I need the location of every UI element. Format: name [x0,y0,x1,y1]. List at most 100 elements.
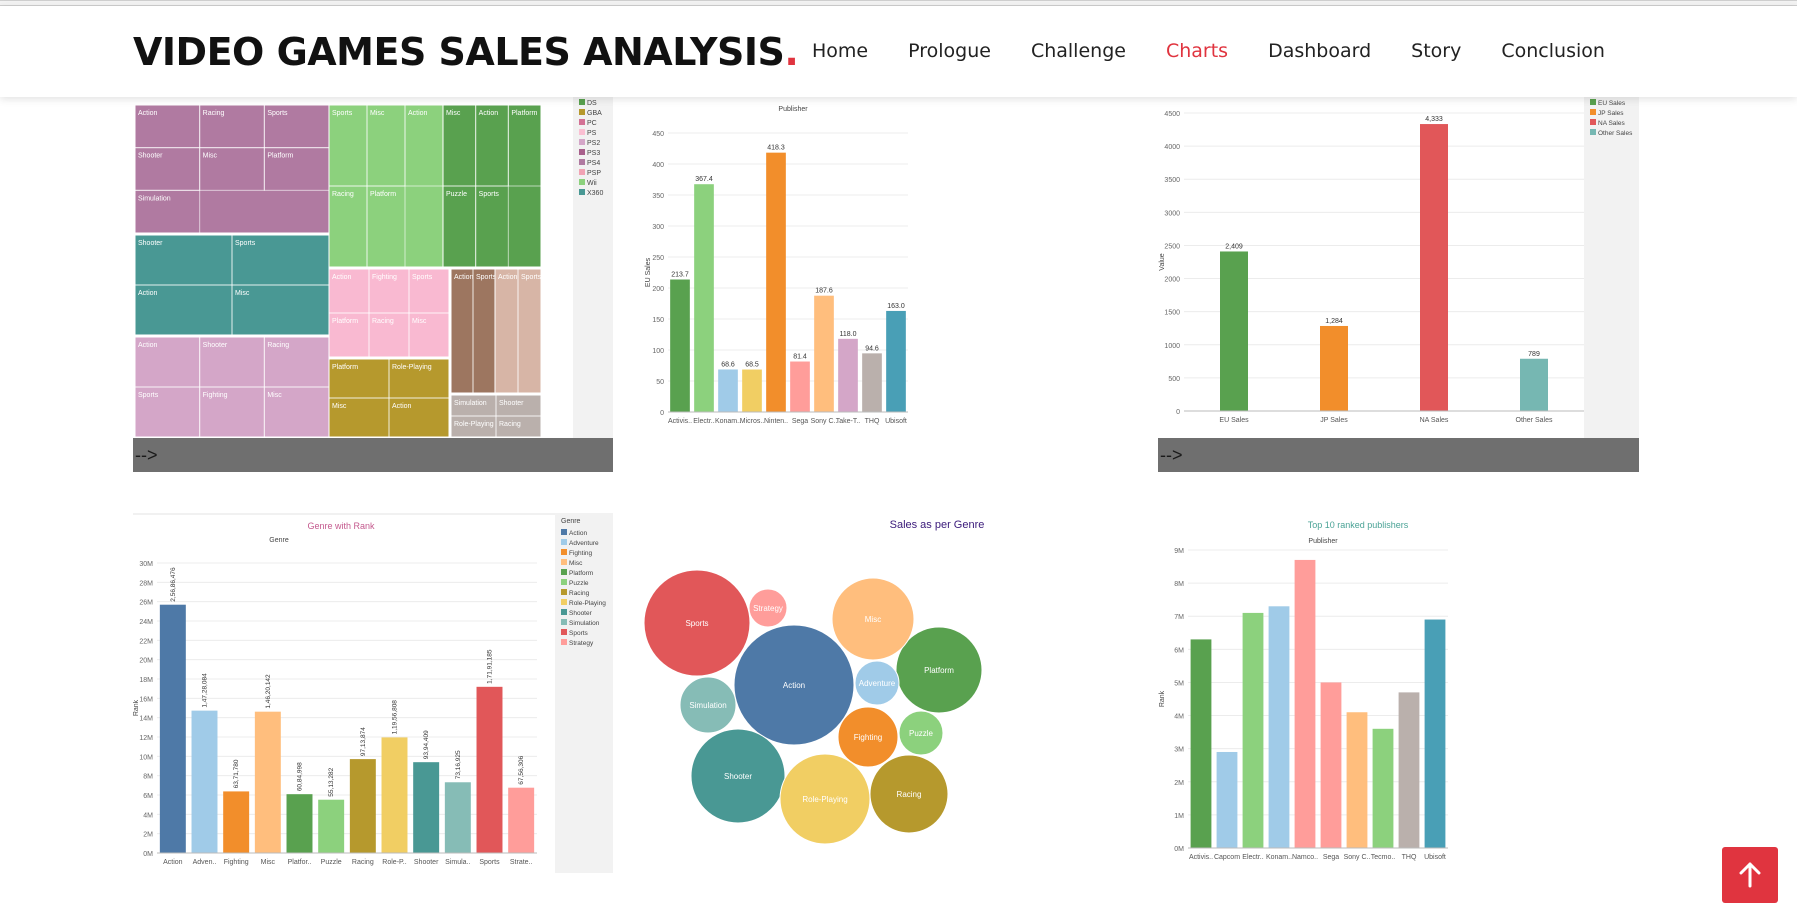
treemap-block: Action Racing Sports Shooter Misc Platform Sim… [134,104,330,234]
nav-prologue[interactable]: Prologue [908,40,991,62]
legend-swatch [561,629,567,635]
bubble [733,624,855,746]
bubble-label: Fighting [854,733,882,742]
chart-bar [381,737,408,853]
top-border [0,0,1797,6]
x-tick-label: Konam.. [1266,854,1292,861]
treemap-cell-label: Sports [476,274,497,281]
bar-value-label: 93,94,409 [423,730,430,759]
x-tick-label: Ubisoft [1424,854,1446,861]
nav-home[interactable]: Home [812,40,869,62]
treemap-cell [408,312,450,358]
viz-toolbar-1[interactable]: --> [133,438,613,472]
y-tick-label: 1M [1174,813,1184,820]
treemap-cell-label: Action [408,110,428,117]
bar-value-label: 2,56,86,476 [170,567,177,602]
treemap-cell [495,415,542,438]
back-to-top-button[interactable] [1722,847,1778,903]
legend-label: Other Sales [1598,130,1633,137]
legend-swatch [561,609,567,615]
eu-sales-chart: Publisher 0 50 100 150 200 250 300 350 400 450 EU S… [645,106,908,425]
treemap-cell-label: Misc [446,110,461,117]
x-tick-label: JP Sales [1320,417,1348,424]
legend-label: DS [587,100,597,107]
bar-value-label: 213.7 [671,272,689,279]
y-tick-label: 20M [139,658,153,665]
bar-value-label: 2,409 [1225,243,1243,250]
treemap-cell-label: Action [498,274,518,281]
y-axis-label: Rank [133,699,140,716]
y-tick-label: 500 [1168,376,1180,383]
legend-label: Sports [569,630,589,637]
bubble-label: Misc [865,615,881,624]
legend-label: GBA [587,110,602,117]
nav-dashboard[interactable]: Dashboard [1268,40,1372,62]
nav-conclusion[interactable]: Conclusion [1501,40,1605,62]
treemap-cell-label: Shooter [138,240,163,247]
legend-swatch [579,149,585,155]
bubble-label: Racing [897,790,922,799]
treemap-cell-label: Sports [267,110,288,117]
treemap-cell [507,104,542,187]
legend-label: Adventure [569,540,599,547]
x-tick-label: Sony C.. [1344,854,1371,861]
viz-toolbar-3[interactable]: --> [1158,438,1639,472]
chart-bar [1190,639,1212,848]
main-nav: Home Prologue Challenge Charts Dashboard… [812,40,1605,62]
bubble-label: Simulation [689,701,726,710]
legend-label: PC [587,120,597,127]
y-tick-label: 450 [652,131,664,138]
bubble-label: Action [783,681,805,690]
y-tick-label: 3000 [1164,210,1180,217]
y-axis-label: EU Sales [645,257,652,287]
treemap-cell-label: Misc [370,110,385,117]
legend-label: NA Sales [1598,120,1625,127]
bar-value-label: 118.0 [840,331,857,338]
top-publishers-viz[interactable]: Top 10 ranked publishers Publisher 0M 1M 2M 3… [1158,513,1478,873]
legend-label: PS [587,130,597,137]
y-tick-label: 0M [1174,846,1184,853]
regional-sales-viz[interactable]: EU Sales JP Sales NA Sales Other Sales 0 500 1… [1158,97,1639,439]
y-tick-label: 100 [652,348,664,355]
bar-value-label: 73,16,925 [455,750,462,779]
bubble [869,754,949,834]
nav-charts[interactable]: Charts [1165,40,1229,62]
treemap-block: Misc Action Platform Puzzle Sports [442,104,542,268]
site-logo[interactable]: VIDEO GAMES SALES ANALYSIS. [133,30,799,74]
treemap-cell-label: Action [138,110,158,117]
y-tick-label: 2M [143,832,153,839]
x-tick-label: Ninten.. [764,418,788,425]
legend-swatch [579,179,585,185]
chart-bar [670,279,690,412]
y-tick-label: 2000 [1164,277,1180,284]
y-tick-label: 10M [139,754,153,761]
legend-label: Puzzle [569,580,589,587]
treemap-cell-label: Action [479,110,499,117]
treemap-block: Sports Misc Action Racing Platform [328,104,444,268]
treemap-cell-label: Shooter [499,400,524,407]
x-tick-label: Platfor.. [288,859,312,866]
x-tick-label: Simula.. [445,859,470,866]
bubble [831,577,915,661]
x-tick-label: Adven.. [193,859,217,866]
chart-title: Genre with Rank [307,521,375,531]
legend-swatch [579,139,585,145]
treemap-block: Simulation Shooter Role-Playing Racing [450,394,542,438]
legend-swatch [579,159,585,165]
x-tick-label: Action [163,859,183,866]
y-tick-label: 30M [139,561,153,568]
eu-sales-viz[interactable]: Publisher 0 50 100 150 200 250 300 350 400 450 EU S… [640,97,930,439]
treemap-chart: Action Racing Sports Shooter Misc Platform Sim… [134,97,613,439]
treemap-viz[interactable]: Action Racing Sports Shooter Misc Platform Sim… [133,97,613,439]
arrow-up-icon [1739,862,1761,888]
chart-bar [1420,124,1448,411]
treemap-cell-label: Sports [235,240,256,247]
genre-bubble-viz[interactable]: Sales as per Genre Action Sports Shooter Rol… [640,513,1000,853]
nav-story[interactable]: Story [1411,40,1462,62]
nav-challenge[interactable]: Challenge [1030,40,1126,62]
chart-bar [742,369,762,412]
x-tick-label: Other Sales [1516,417,1553,424]
legend-label: Simulation [569,620,600,627]
bubble [854,660,900,706]
genre-rank-viz[interactable]: Genre with Rank Genre Genre Action Adventure… [133,513,613,873]
